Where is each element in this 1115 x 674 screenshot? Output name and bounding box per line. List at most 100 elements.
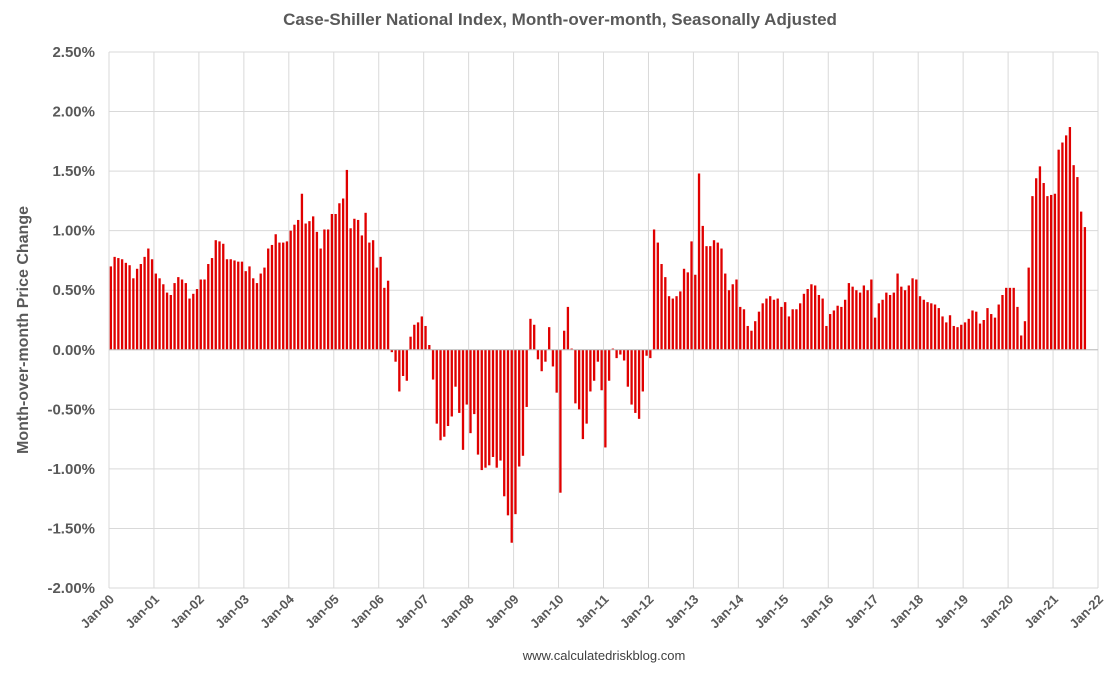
- bar: [473, 349, 476, 415]
- bar: [675, 296, 678, 350]
- bar: [413, 324, 416, 350]
- bar: [446, 349, 450, 427]
- bar: [158, 278, 161, 350]
- bar: [169, 294, 172, 350]
- bar: [165, 292, 169, 350]
- bar: [109, 266, 113, 350]
- bar: [967, 318, 970, 350]
- bar: [784, 302, 787, 350]
- bar: [383, 287, 386, 350]
- bar: [855, 290, 858, 350]
- bar: [746, 325, 749, 350]
- bar: [997, 304, 1000, 350]
- source-label: www.calculatedriskblog.com: [522, 648, 686, 663]
- bar: [267, 248, 270, 350]
- bar: [577, 349, 581, 410]
- bar: [386, 280, 390, 350]
- bar: [982, 320, 985, 350]
- bar: [491, 349, 495, 457]
- bar: [529, 318, 532, 350]
- x-tick-label: Jan-16: [797, 592, 837, 632]
- bar: [1035, 178, 1038, 350]
- bar: [405, 349, 408, 381]
- bar: [1005, 287, 1008, 350]
- bar: [806, 289, 809, 350]
- bar: [664, 277, 667, 350]
- bar: [540, 349, 543, 372]
- bar: [289, 230, 292, 350]
- bar: [787, 316, 791, 350]
- bar: [600, 349, 603, 391]
- bar: [563, 330, 566, 350]
- bar: [450, 349, 453, 417]
- x-tick-label: Jan-19: [932, 592, 972, 632]
- bar: [461, 349, 465, 450]
- bar: [435, 349, 438, 424]
- bar: [619, 349, 622, 355]
- bar: [690, 241, 693, 350]
- bar: [570, 348, 573, 350]
- x-tick-label: Jan-06: [347, 592, 387, 632]
- bar: [180, 279, 184, 350]
- bar: [368, 242, 371, 350]
- y-tick-label: -1.00%: [47, 461, 95, 478]
- bar: [143, 256, 146, 350]
- bar: [192, 293, 195, 350]
- bar: [795, 309, 798, 350]
- bar: [712, 240, 716, 350]
- bar: [356, 219, 360, 350]
- bar: [840, 306, 843, 350]
- bar: [521, 349, 525, 456]
- y-tick-label: 0.50%: [52, 282, 95, 299]
- bar: [416, 322, 420, 350]
- bar: [754, 321, 757, 350]
- bar: [510, 349, 513, 543]
- bar: [394, 349, 397, 362]
- bar: [1072, 165, 1075, 350]
- bar: [274, 234, 277, 350]
- x-tick-label: Jan-11: [572, 592, 611, 631]
- y-axis-ticks: 2.50% 2.00% 1.50% 1.00% 0.50% 0.00% -0.50% -1.0…: [47, 44, 95, 597]
- bar: [937, 308, 940, 350]
- bar: [248, 266, 251, 350]
- bar: [139, 264, 142, 350]
- bar: [401, 349, 405, 376]
- bar: [1027, 267, 1030, 350]
- bar: [701, 225, 704, 350]
- bar: [656, 242, 659, 350]
- bar: [802, 293, 806, 350]
- bar: [1020, 335, 1023, 350]
- bar: [555, 349, 558, 393]
- bar: [431, 349, 435, 380]
- bar: [345, 169, 349, 350]
- bar: [184, 283, 187, 350]
- bar: [244, 271, 247, 350]
- bar: [1031, 196, 1034, 350]
- bar: [533, 324, 536, 350]
- bar: [851, 286, 854, 350]
- bar: [480, 349, 483, 471]
- bar: [428, 345, 431, 350]
- bar: [847, 283, 851, 350]
- bar: [769, 296, 772, 350]
- bar: [162, 284, 165, 350]
- bar: [641, 349, 644, 392]
- bar: [173, 283, 176, 350]
- bar: [233, 260, 236, 350]
- bar: [960, 324, 963, 350]
- bar: [956, 327, 959, 350]
- bars: [109, 127, 1087, 543]
- bar: [458, 349, 461, 413]
- bar: [1012, 287, 1015, 350]
- bar: [667, 296, 671, 350]
- bar: [124, 262, 128, 350]
- bar: [255, 283, 259, 350]
- bar: [128, 265, 131, 350]
- bar: [686, 272, 689, 350]
- bar: [930, 303, 933, 350]
- bar: [873, 317, 877, 350]
- bar: [300, 193, 304, 350]
- bar: [1001, 294, 1004, 350]
- bar: [398, 349, 401, 392]
- x-tick-label: Jan-15: [752, 592, 792, 632]
